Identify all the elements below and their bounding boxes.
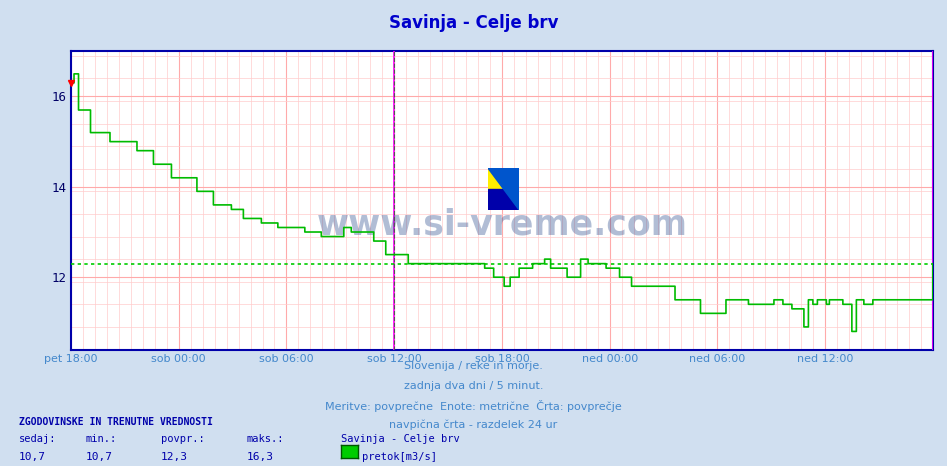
Text: www.si-vreme.com: www.si-vreme.com xyxy=(316,207,688,241)
Text: povpr.:: povpr.: xyxy=(161,434,205,444)
Text: 16,3: 16,3 xyxy=(246,452,274,462)
Text: 10,7: 10,7 xyxy=(19,452,46,462)
Text: min.:: min.: xyxy=(85,434,116,444)
Text: maks.:: maks.: xyxy=(246,434,284,444)
Text: Meritve: povprečne  Enote: metrične  Črta: povprečje: Meritve: povprečne Enote: metrične Črta:… xyxy=(325,400,622,412)
Bar xyxy=(504,168,519,189)
Text: zadnja dva dni / 5 minut.: zadnja dva dni / 5 minut. xyxy=(403,381,544,391)
Polygon shape xyxy=(488,168,519,210)
Text: Savinja - Celje brv: Savinja - Celje brv xyxy=(389,14,558,32)
Text: pretok[m3/s]: pretok[m3/s] xyxy=(362,452,437,462)
Bar xyxy=(488,189,519,210)
Text: 10,7: 10,7 xyxy=(85,452,113,462)
Text: 12,3: 12,3 xyxy=(161,452,188,462)
Text: sedaj:: sedaj: xyxy=(19,434,57,444)
Text: Savinja - Celje brv: Savinja - Celje brv xyxy=(341,434,459,444)
Text: Slovenija / reke in morje.: Slovenija / reke in morje. xyxy=(404,361,543,371)
Bar xyxy=(488,168,504,189)
Text: navpična črta - razdelek 24 ur: navpična črta - razdelek 24 ur xyxy=(389,420,558,431)
Text: ZGODOVINSKE IN TRENUTNE VREDNOSTI: ZGODOVINSKE IN TRENUTNE VREDNOSTI xyxy=(19,417,213,427)
